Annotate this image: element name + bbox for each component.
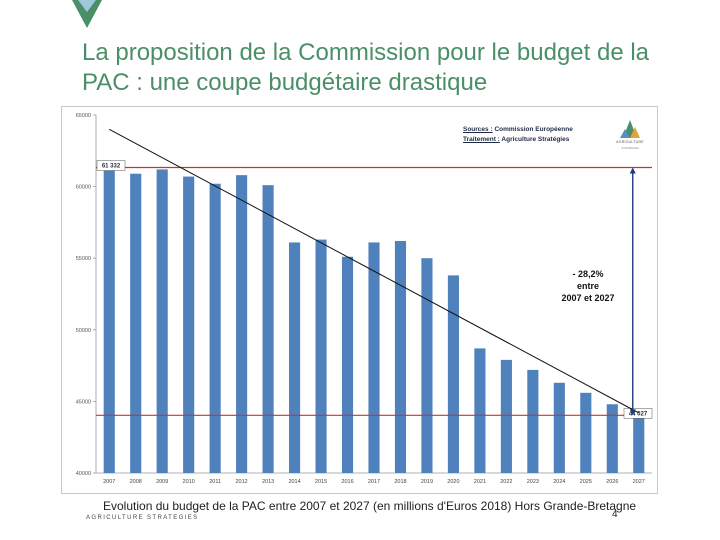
y-tick-label: 55000 bbox=[76, 256, 91, 262]
ref-label-2027: 44 027 bbox=[629, 411, 648, 417]
budget-bar-chart: 40000 45000 50000 55000 60000 65000 2007 2008 20… bbox=[76, 113, 653, 485]
x-tick-label: 2008 bbox=[130, 479, 142, 485]
annotation-line-2: entre bbox=[576, 281, 599, 291]
bar-2014 bbox=[289, 242, 301, 473]
brand-chevron-icon bbox=[72, 0, 102, 28]
y-tick-label: 60000 bbox=[76, 185, 91, 191]
bar-2009 bbox=[156, 169, 168, 473]
bar-2021 bbox=[474, 348, 486, 473]
x-tick-label: 2026 bbox=[606, 479, 618, 485]
x-tick-label: 2020 bbox=[447, 479, 459, 485]
x-tick-label: 2013 bbox=[262, 479, 274, 485]
bar-2013 bbox=[262, 185, 274, 473]
bar-2016 bbox=[341, 256, 354, 473]
page-number: 4 bbox=[612, 509, 618, 520]
x-tick-label: 2024 bbox=[553, 479, 565, 485]
x-tick-label: 2023 bbox=[527, 479, 539, 485]
x-tick-label: 2010 bbox=[183, 479, 195, 485]
arrow-head-bottom bbox=[629, 409, 636, 416]
bar-2026 bbox=[606, 404, 618, 473]
arrow-head-top bbox=[629, 167, 636, 174]
bar-2019 bbox=[421, 258, 433, 473]
ref-label-box-2027 bbox=[623, 408, 653, 419]
bar-2007 bbox=[103, 167, 115, 473]
sources-value: Commission Européenne bbox=[494, 126, 573, 133]
y-tick-label: 50000 bbox=[76, 328, 91, 334]
sources-label: Sources : bbox=[463, 126, 493, 133]
x-tick-label: 2018 bbox=[394, 479, 406, 485]
x-tick-label: 2027 bbox=[633, 479, 645, 485]
traitement-value: Agriculture Stratégies bbox=[501, 136, 570, 143]
logo-sub-text: STRATEGIES bbox=[621, 146, 639, 150]
bar-2010 bbox=[183, 176, 195, 473]
bar-2011 bbox=[209, 183, 221, 473]
bar-2023 bbox=[527, 369, 539, 473]
mountain-logo-icon bbox=[620, 120, 640, 138]
bar-2024 bbox=[553, 382, 565, 473]
bar-2020 bbox=[447, 275, 459, 473]
ref-label-box-2007 bbox=[96, 160, 126, 171]
x-tick-label: 2022 bbox=[500, 479, 512, 485]
x-tick-label: 2021 bbox=[474, 479, 486, 485]
bar-2017 bbox=[368, 242, 380, 473]
bar-2025 bbox=[580, 392, 592, 473]
y-tick-label: 45000 bbox=[76, 399, 91, 405]
slide-title: La proposition de la Commission pour le … bbox=[82, 39, 650, 96]
annotation-line-1: - 28,2% bbox=[572, 269, 604, 279]
chart-caption: Evolution du budget de la PAC entre 2007… bbox=[103, 499, 637, 513]
x-tick-label: 2025 bbox=[580, 479, 592, 485]
logo-brand-text: AGRICULTURE bbox=[616, 140, 644, 144]
bar-2015 bbox=[315, 239, 327, 473]
y-tick-label: 65000 bbox=[76, 113, 91, 119]
reduction-annotation: - 28,2% entre 2007 et 2027 bbox=[555, 268, 621, 304]
x-tick-label: 2011 bbox=[209, 479, 221, 485]
traitement-label: Traitement : bbox=[463, 136, 500, 143]
source-box: Sources : Commission Européenne Traiteme… bbox=[463, 125, 573, 145]
bar-2008 bbox=[130, 173, 142, 473]
chart-frame: 40000 45000 50000 55000 60000 65000 2007 2008 20… bbox=[61, 106, 658, 494]
x-tick-label: 2016 bbox=[341, 479, 353, 485]
x-tick-label: 2019 bbox=[421, 479, 433, 485]
x-tick-label: 2009 bbox=[156, 479, 168, 485]
x-tick-label: 2007 bbox=[103, 479, 115, 485]
x-tick-label: 2014 bbox=[288, 479, 300, 485]
bar-2012 bbox=[236, 175, 248, 474]
y-tick-label: 40000 bbox=[76, 471, 91, 477]
trend-line bbox=[109, 128, 639, 414]
footer-brand: AGRICULTURE STRATEGIES bbox=[86, 515, 199, 521]
x-tick-label: 2017 bbox=[368, 479, 380, 485]
x-tick-label: 2012 bbox=[235, 479, 247, 485]
bar-2018 bbox=[394, 241, 407, 473]
x-tick-label: 2015 bbox=[315, 479, 327, 485]
ref-label-2007: 61 332 bbox=[102, 164, 121, 170]
bar-2022 bbox=[500, 359, 512, 473]
bar-2027 bbox=[633, 415, 645, 473]
agri-strategies-logo: AGRICULTURE STRATEGIES bbox=[607, 118, 653, 154]
annotation-line-3: 2007 et 2027 bbox=[561, 293, 615, 303]
